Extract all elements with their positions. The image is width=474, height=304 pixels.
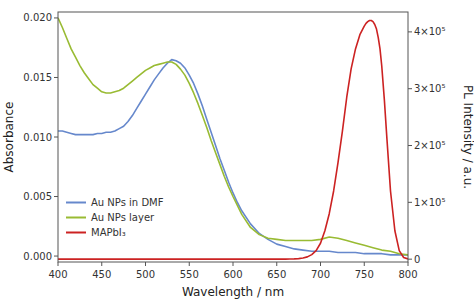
plot-data — [58, 18, 408, 259]
y2-tick — [408, 259, 412, 260]
legend: Au NPs in DMF Au NPs layer MAPbI₃ — [66, 197, 164, 238]
x-tick-label: 750 — [355, 269, 374, 280]
x-axis-label: Wavelength / nm — [182, 285, 284, 299]
x-tick — [145, 262, 146, 266]
x-tick — [101, 262, 102, 266]
y-tick-label: 0.010 — [23, 132, 52, 143]
y-tick — [54, 137, 58, 138]
y2-tick — [408, 145, 412, 146]
y2-tick-label: 1×10⁵ — [414, 197, 445, 208]
y2-tick-label: 2×10⁵ — [414, 140, 445, 151]
x-tick-label: 500 — [136, 269, 155, 280]
y-tick-label: 0.020 — [23, 12, 52, 23]
x-tick — [189, 262, 190, 266]
y-tick-label: 0.000 — [23, 251, 52, 262]
y-axis: 0.000 0.005 0.010 0.015 0.020 Absorbance — [2, 12, 58, 261]
x-tick-label: 650 — [267, 269, 286, 280]
y2-tick-label: 4×10⁵ — [414, 26, 445, 37]
y2-tick-label: 0 — [414, 254, 420, 265]
legend-swatch — [66, 217, 86, 219]
y2-tick — [408, 202, 412, 203]
x-tick-label: 700 — [311, 269, 330, 280]
legend-swatch — [66, 202, 86, 204]
x-tick-label: 450 — [92, 269, 111, 280]
legend-swatch — [66, 232, 86, 234]
background — [0, 0, 474, 304]
x-tick — [364, 262, 365, 266]
legend-label: Au NPs layer — [91, 212, 155, 223]
x-tick-label: 600 — [223, 269, 242, 280]
y-tick — [54, 196, 58, 197]
x-tick — [58, 262, 59, 266]
x-tick-label: 400 — [48, 269, 67, 280]
legend-label: Au NPs in DMF — [91, 197, 164, 208]
y-tick — [54, 256, 58, 257]
y2-tick-label: 3×10⁵ — [414, 83, 445, 94]
x-tick-label: 800 — [398, 269, 417, 280]
x-axis: 400 450 500 550 600 650 700 750 800 Wavelength / … — [48, 262, 417, 299]
y2-tick — [408, 88, 412, 89]
chart: 400 450 500 550 600 650 700 750 800 Wavelength / … — [0, 0, 474, 304]
x-tick — [233, 262, 234, 266]
y-tick-label: 0.005 — [23, 191, 52, 202]
x-tick — [276, 262, 277, 266]
x-tick — [320, 262, 321, 266]
y2-tick — [408, 31, 412, 32]
y2-axis: 0 1×10⁵ 2×10⁵ 3×10⁵ 4×10⁵ PL Intensity / a.u. — [408, 26, 474, 264]
series-line — [58, 18, 408, 255]
y2-axis-label: PL Intensity / a.u. — [461, 85, 474, 189]
series-line — [58, 60, 408, 255]
plot-frame — [58, 12, 408, 262]
y-axis-label: Absorbance — [2, 102, 16, 173]
x-tick-label: 550 — [180, 269, 199, 280]
series-line — [58, 21, 408, 260]
y-tick — [54, 17, 58, 18]
y-tick — [54, 77, 58, 78]
y-tick-label: 0.015 — [23, 72, 52, 83]
x-tick — [408, 262, 409, 266]
legend-label: MAPbI₃ — [91, 227, 126, 238]
